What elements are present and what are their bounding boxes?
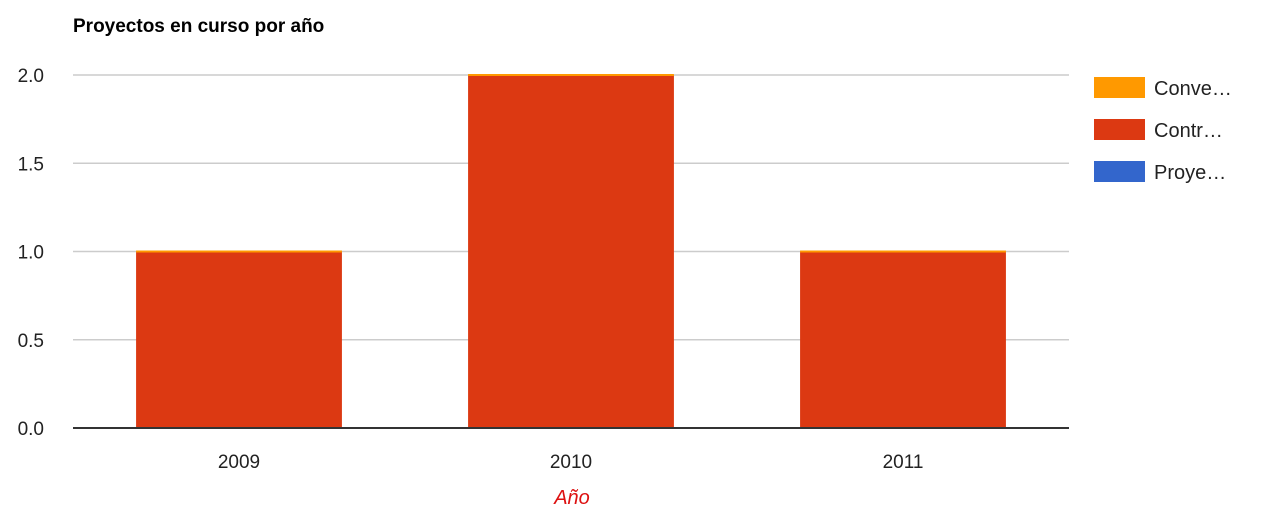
bar-contratos-2010[interactable]: [468, 75, 674, 428]
y-tick-label: 0.5: [18, 331, 44, 352]
chart-title: Proyectos en curso por año: [73, 16, 324, 37]
legend-label-convenios[interactable]: Conve…: [1154, 78, 1232, 100]
y-tick-label: 0.0: [18, 419, 44, 440]
x-tick-label: 2009: [218, 452, 260, 473]
legend: Conve… Contr… Proye…: [1094, 77, 1232, 184]
bar-contratos-2009[interactable]: [136, 251, 342, 429]
legend-swatch-contratos: [1094, 119, 1145, 140]
x-tick-label: 2010: [550, 452, 592, 473]
legend-label-proyectos[interactable]: Proye…: [1154, 162, 1226, 184]
bar-cap-2011: [800, 250, 1006, 253]
x-tick-label: 2011: [883, 452, 924, 473]
bar-contratos-2011[interactable]: [800, 251, 1006, 429]
bar-cap-2010: [468, 74, 674, 76]
y-tick-label: 2.0: [18, 66, 44, 87]
bars: [136, 74, 1006, 428]
y-axis-ticks: 0.0 0.5 1.0 1.5 2.0: [18, 66, 44, 440]
legend-swatch-convenios: [1094, 77, 1145, 98]
y-tick-label: 1.5: [18, 154, 44, 175]
x-axis-ticks: 2009 2010 2011: [218, 452, 924, 473]
bar-cap-2009: [136, 250, 342, 253]
legend-label-contratos[interactable]: Contr…: [1154, 120, 1223, 142]
legend-swatch-proyectos: [1094, 161, 1145, 182]
x-axis-label: Año: [553, 487, 590, 509]
y-tick-label: 1.0: [18, 243, 44, 264]
